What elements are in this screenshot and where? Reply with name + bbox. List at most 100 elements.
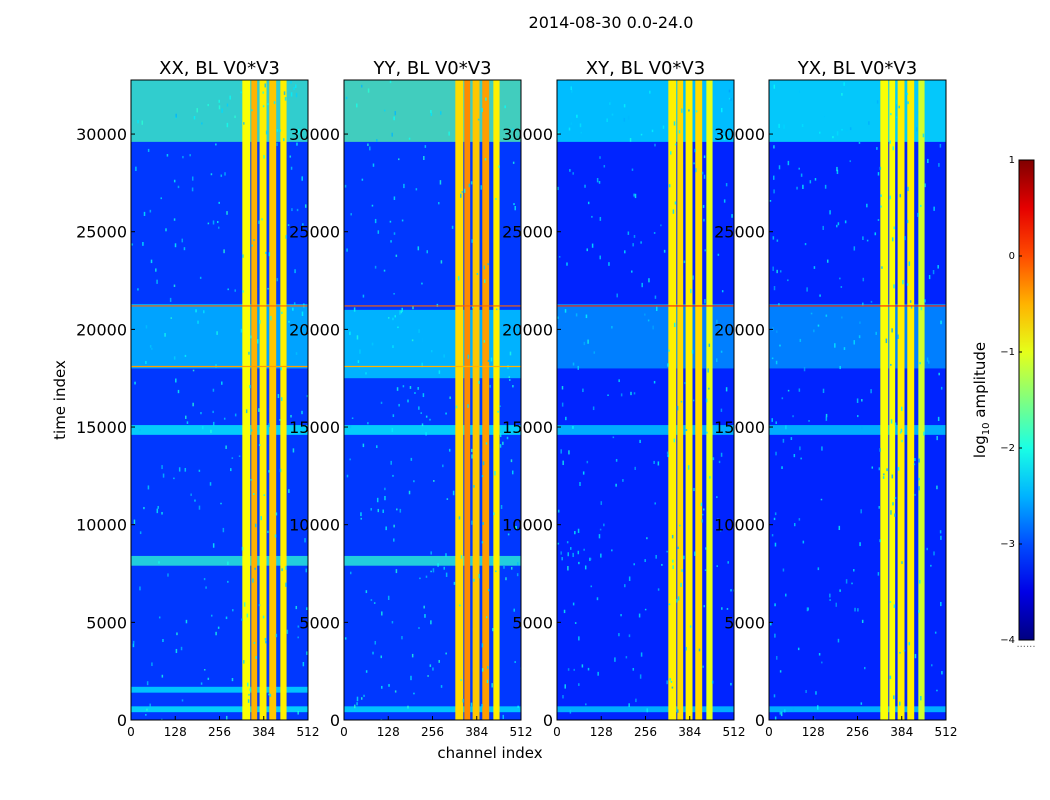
noise-speck [770, 622, 772, 626]
noise-speck [879, 448, 881, 452]
noise-speck [909, 300, 912, 303]
noise-speck [937, 265, 939, 269]
noise-speck [374, 218, 377, 224]
noise-speck [624, 584, 626, 588]
noise-speck [587, 339, 589, 344]
noise-speck [141, 120, 144, 125]
noise-speck [704, 249, 706, 252]
noise-speck [402, 385, 405, 388]
y-tick-label: 15000 [76, 418, 127, 437]
noise-speck [904, 236, 906, 241]
noise-speck [862, 302, 864, 307]
noise-speck [918, 580, 921, 584]
noise-speck [561, 402, 564, 407]
noise-speck [701, 513, 704, 516]
noise-speck [671, 534, 674, 539]
noise-speck [432, 568, 435, 573]
noise-speck [198, 469, 201, 472]
noise-speck [262, 615, 265, 619]
noise-speck [564, 309, 567, 313]
noise-speck [457, 276, 460, 281]
noise-speck [584, 184, 586, 188]
noise-speck [380, 401, 383, 404]
noise-speck [418, 406, 420, 410]
noise-speck [570, 89, 573, 93]
y-tick-label: 10000 [714, 516, 765, 535]
noise-speck [253, 642, 256, 644]
x-tick-label: 256 [421, 725, 444, 739]
noise-speck [421, 282, 423, 285]
noise-speck [306, 651, 308, 655]
noise-speck [258, 444, 261, 446]
noise-speck [516, 573, 519, 577]
noise-speck [491, 683, 493, 688]
noise-speck [200, 682, 203, 685]
noise-speck [841, 93, 843, 96]
noise-speck [430, 570, 432, 573]
noise-speck [783, 124, 785, 129]
noise-speck [161, 465, 163, 470]
noise-speck [585, 703, 587, 706]
noise-speck [801, 124, 804, 127]
noise-speck [607, 394, 609, 397]
noise-speck [254, 567, 256, 570]
noise-speck [774, 603, 776, 607]
noise-speck [790, 437, 793, 440]
noise-speck [822, 225, 824, 230]
noise-speck [201, 426, 204, 430]
noise-speck [380, 718, 383, 720]
channel-band [251, 80, 258, 720]
noise-speck [560, 449, 562, 454]
noise-speck [487, 359, 490, 362]
noise-speck [410, 675, 412, 681]
x-tick-label: 512 [297, 725, 320, 739]
noise-speck [839, 277, 841, 280]
noise-speck [401, 307, 403, 312]
noise-speck [899, 652, 901, 654]
noise-speck [859, 542, 861, 547]
noise-speck [899, 194, 902, 198]
noise-speck [297, 129, 300, 133]
noise-speck [702, 665, 704, 668]
noise-speck [392, 317, 394, 321]
noise-speck [351, 417, 354, 420]
noise-speck [897, 334, 899, 339]
noise-speck [886, 468, 888, 472]
noise-speck [769, 200, 772, 202]
noise-speck [690, 288, 692, 294]
noise-speck [633, 563, 635, 566]
noise-speck [438, 201, 440, 205]
noise-speck [139, 429, 141, 431]
noise-speck [703, 508, 705, 511]
noise-speck [268, 252, 271, 257]
noise-speck [360, 84, 363, 88]
noise-speck [893, 284, 895, 289]
noise-speck [903, 649, 906, 652]
noise-speck [487, 666, 489, 669]
noise-speck [648, 278, 650, 283]
noise-speck [824, 184, 827, 189]
noise-speck [774, 716, 777, 720]
noise-speck [835, 602, 838, 607]
noise-speck [861, 398, 863, 402]
noise-speck [920, 696, 922, 701]
noise-speck [146, 681, 149, 686]
noise-speck [557, 186, 559, 191]
noise-speck [223, 417, 226, 420]
noise-speck [862, 277, 865, 282]
noise-speck [653, 380, 656, 384]
noise-speck [940, 601, 942, 607]
noise-speck [407, 705, 409, 709]
noise-speck [167, 573, 169, 577]
panel-title: YX, BL V0*V3 [797, 58, 917, 79]
noise-speck [683, 260, 686, 264]
noise-speck [173, 477, 175, 480]
noise-speck [288, 320, 290, 323]
noise-speck [376, 139, 378, 142]
noise-speck [772, 175, 775, 180]
channel-band [464, 80, 471, 720]
noise-speck [356, 702, 358, 706]
noise-speck [221, 108, 223, 113]
noise-speck [194, 499, 196, 502]
channel-band [677, 80, 684, 720]
